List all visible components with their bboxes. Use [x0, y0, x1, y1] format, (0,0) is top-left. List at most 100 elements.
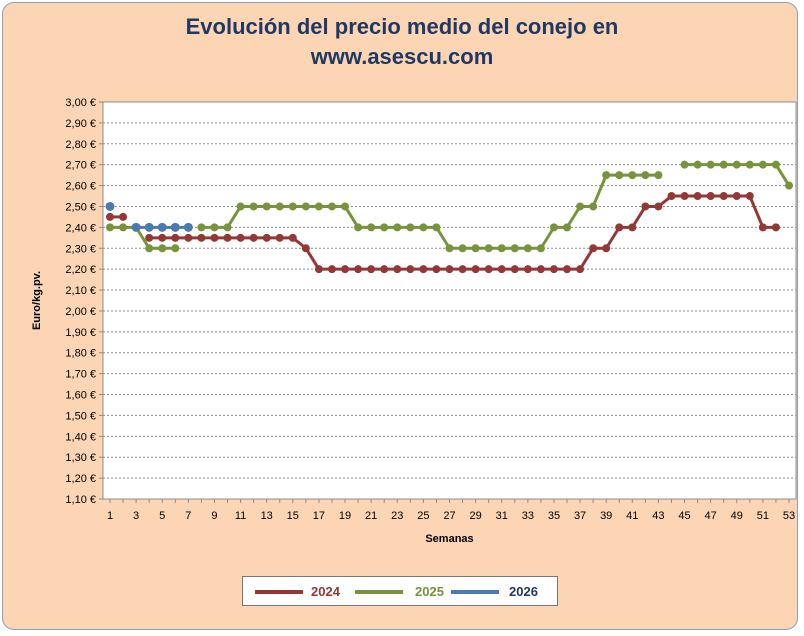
series-2025-point — [445, 244, 454, 253]
series-2025-point — [458, 244, 467, 253]
series-2024-point — [654, 202, 663, 211]
series-2025-point — [197, 223, 206, 232]
series-2024-point — [432, 265, 441, 274]
series-2024-point — [171, 233, 180, 242]
legend-swatch-2025 — [355, 590, 403, 594]
series-2025-point — [158, 244, 167, 253]
x-axis-title: Semanas — [425, 533, 473, 545]
series-2025-point — [249, 202, 258, 211]
series-2025-point — [406, 223, 415, 232]
series-2024-point — [732, 192, 741, 201]
y-tick-label: 1,90 € — [65, 327, 96, 339]
series-2025-point — [145, 244, 154, 253]
x-tick-label: 49 — [731, 510, 743, 522]
series-2024-point — [119, 212, 128, 221]
series-2024-point — [523, 265, 532, 274]
series-2025-point — [563, 223, 572, 232]
series-2025-point — [523, 244, 532, 253]
series-2024-point — [406, 265, 415, 274]
series-2025-point — [380, 223, 389, 232]
series-2026-point — [170, 222, 180, 232]
series-2024-point — [719, 192, 728, 201]
x-tick-label: 11 — [235, 510, 246, 522]
series-2025-point — [771, 160, 780, 169]
y-tick-label: 2,90 € — [65, 118, 96, 130]
x-tick-label: 45 — [678, 510, 690, 522]
x-tick-label: 3 — [133, 510, 139, 522]
y-tick-label: 3,00 € — [65, 97, 96, 109]
series-2024-point — [484, 265, 493, 274]
series-2025-point — [497, 244, 506, 253]
series-2025-point — [549, 223, 558, 232]
x-tick-label: 15 — [287, 510, 299, 522]
series-2024-point — [458, 265, 467, 274]
series-2025-point — [602, 171, 611, 180]
series-2025-point — [367, 223, 376, 232]
y-tick-label: 1,50 € — [65, 410, 96, 422]
series-2024-point — [249, 233, 258, 242]
series-2025-point — [693, 160, 702, 169]
series-2025-point — [341, 202, 350, 211]
y-tick-label: 2,20 € — [65, 264, 96, 276]
x-tick-label: 27 — [443, 510, 455, 522]
y-tick-label: 2,50 € — [65, 201, 96, 213]
series-2024-point — [602, 244, 611, 253]
series-2024-point — [184, 233, 193, 242]
x-tick-label: 31 — [496, 510, 508, 522]
series-2025-point — [119, 223, 128, 232]
series-2025-point — [758, 160, 767, 169]
series-2024-point — [393, 265, 402, 274]
series-2025-point — [301, 202, 310, 211]
series-2024-point — [341, 265, 350, 274]
series-2025-point — [275, 202, 284, 211]
series-2025-point — [785, 181, 793, 190]
x-tick-label: 25 — [417, 510, 429, 522]
x-tick-label: 9 — [211, 510, 217, 522]
series-2025-point — [732, 160, 741, 169]
series-2024-point — [367, 265, 376, 274]
series-2024-point — [628, 223, 637, 232]
series-2025-point — [236, 202, 245, 211]
legend-label-2025: 2025 — [415, 584, 444, 599]
series-2024-point — [314, 265, 323, 274]
legend-label-2024: 2024 — [311, 584, 340, 599]
x-tick-label: 1 — [107, 510, 113, 522]
series-2024-point — [158, 233, 167, 242]
series-2025-point — [327, 202, 336, 211]
series-2024-point — [549, 265, 558, 274]
x-tick-label: 13 — [261, 510, 273, 522]
legend-label-2026: 2026 — [509, 584, 538, 599]
series-2025-point — [745, 160, 754, 169]
series-2024-point — [706, 192, 715, 201]
series-2025-point — [510, 244, 519, 253]
y-tick-label: 2,60 € — [65, 181, 96, 193]
x-tick-label: 19 — [339, 510, 351, 522]
series-2025-point — [680, 160, 689, 169]
x-tick-label: 35 — [548, 510, 560, 522]
series-2025-point — [171, 244, 180, 253]
legend: 2024 2025 2026 — [242, 576, 558, 606]
series-2025-point — [262, 202, 271, 211]
x-tick-label: 41 — [626, 510, 638, 522]
chart-title-line-1: Evolución del precio medio del conejo en — [185, 14, 619, 39]
chart-title-line-2: www.asescu.com — [310, 44, 494, 69]
x-tick-label: 37 — [574, 510, 586, 522]
series-2024-point — [197, 233, 206, 242]
series-2024-point — [471, 265, 480, 274]
x-tick-label: 29 — [469, 510, 481, 522]
series-2025-point — [419, 223, 428, 232]
series-2024-point — [419, 265, 428, 274]
series-2025-point — [536, 244, 545, 253]
series-2025-point — [641, 171, 650, 180]
series-2025-point — [706, 160, 715, 169]
series-2025-point — [210, 223, 219, 232]
series-2026-point — [131, 222, 141, 232]
series-2025-point — [223, 223, 232, 232]
x-tick-label: 7 — [185, 510, 191, 522]
y-tick-label: 2,40 € — [65, 222, 96, 234]
y-tick-label: 1,40 € — [65, 431, 96, 443]
y-tick-label: 2,30 € — [65, 243, 96, 255]
series-2025-point — [576, 202, 585, 211]
series-2025-point — [471, 244, 480, 253]
